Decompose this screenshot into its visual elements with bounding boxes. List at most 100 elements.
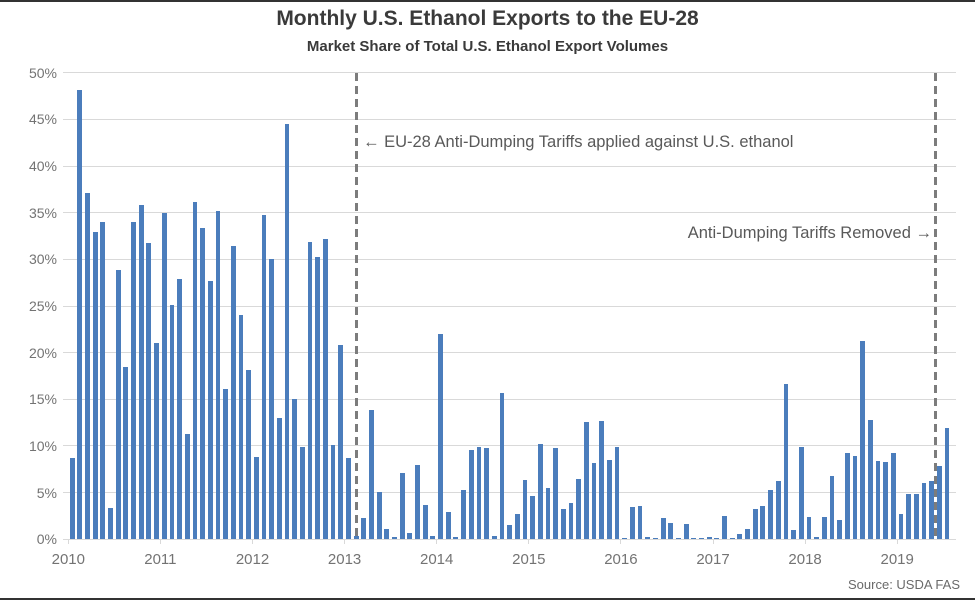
bar: [422, 504, 428, 540]
bar: [814, 537, 819, 540]
bar: [138, 205, 144, 540]
bar: [161, 212, 167, 540]
bar: [791, 529, 796, 540]
year-label: 2017: [696, 551, 730, 568]
bar: [261, 215, 267, 540]
year-label: 2011: [144, 551, 177, 568]
bar: [299, 446, 305, 540]
bar: [645, 537, 651, 540]
x-axis-tick: [620, 539, 622, 545]
bar: [537, 444, 543, 540]
bar: [269, 259, 275, 540]
bar: [123, 366, 129, 540]
bar: [729, 538, 735, 540]
bar: [415, 464, 420, 540]
bar: [875, 460, 881, 540]
bar: [898, 514, 904, 540]
bar: [507, 525, 512, 540]
bar: [445, 512, 451, 540]
bar: [192, 202, 198, 540]
bar: [906, 493, 912, 540]
bar: [284, 124, 290, 540]
gridline: [68, 258, 956, 260]
year-label: 2012: [235, 551, 270, 568]
y-tick-label: 20%: [28, 344, 57, 361]
bar: [307, 241, 313, 540]
y-axis-tick: [63, 538, 69, 540]
y-axis-tick: [63, 258, 69, 260]
bar: [330, 445, 336, 540]
y-tick-label: 35%: [28, 204, 57, 221]
bar: [591, 462, 597, 540]
bar: [499, 392, 505, 540]
bar: [315, 257, 321, 540]
bar: [184, 433, 190, 540]
bar: [890, 453, 896, 540]
bar: [745, 529, 750, 540]
bar: [92, 232, 98, 540]
bar: [599, 420, 605, 540]
bar: [668, 522, 674, 540]
bar: [622, 538, 628, 540]
bar: [392, 536, 397, 540]
bar: [223, 389, 229, 540]
bar: [737, 533, 743, 540]
bar: [806, 516, 812, 540]
y-tick-label: 45%: [28, 111, 57, 128]
y-axis-tick: [63, 72, 69, 74]
bar: [253, 457, 259, 540]
bar: [169, 305, 175, 540]
y-tick-label: 25%: [28, 298, 57, 314]
bar: [246, 370, 252, 540]
y-axis-tick: [63, 212, 69, 214]
bar: [384, 529, 390, 540]
bar: [691, 538, 697, 540]
x-axis-tick: [436, 539, 438, 545]
year-label: 2015: [512, 551, 546, 568]
bar: [476, 446, 482, 540]
bar: [361, 517, 367, 540]
gridline: [68, 72, 956, 74]
bar: [154, 343, 159, 540]
annotation-tariffs-removed: Anti-Dumping Tariffs Removed →: [687, 224, 932, 242]
x-axis-tick: [252, 539, 253, 545]
bottom-rule: [0, 598, 975, 600]
bar: [108, 507, 113, 540]
bar: [913, 493, 919, 540]
bar: [844, 452, 850, 540]
year-label: 2016: [604, 551, 638, 568]
bar: [207, 280, 213, 540]
bar: [752, 508, 758, 540]
bar: [937, 465, 942, 540]
bar: [115, 269, 121, 540]
bar: [614, 446, 620, 540]
bar: [69, 458, 75, 540]
x-axis-tick: [896, 539, 898, 545]
bar: [699, 538, 704, 540]
bar: [376, 491, 382, 540]
y-axis-tick: [63, 165, 69, 167]
bar: [200, 227, 205, 540]
bar: [491, 535, 497, 540]
gridline: [68, 305, 956, 307]
bar: [338, 345, 344, 540]
year-label: 2014: [420, 551, 454, 568]
bar: [829, 475, 835, 540]
bar: [630, 506, 635, 540]
bar: [837, 519, 843, 540]
bar: [545, 487, 551, 540]
year-label: 2018: [788, 551, 822, 568]
gridline: [68, 212, 956, 214]
bar: [346, 458, 351, 540]
bar: [676, 538, 681, 540]
x-axis-tick: [159, 539, 161, 545]
bar: [775, 481, 781, 540]
x-axis-tick: [712, 539, 714, 545]
y-axis-tick: [63, 118, 69, 120]
source-note: Source: USDA FAS: [848, 577, 960, 592]
bar: [85, 193, 90, 540]
bar: [944, 428, 950, 540]
bar: [323, 238, 328, 540]
bar: [783, 384, 789, 540]
